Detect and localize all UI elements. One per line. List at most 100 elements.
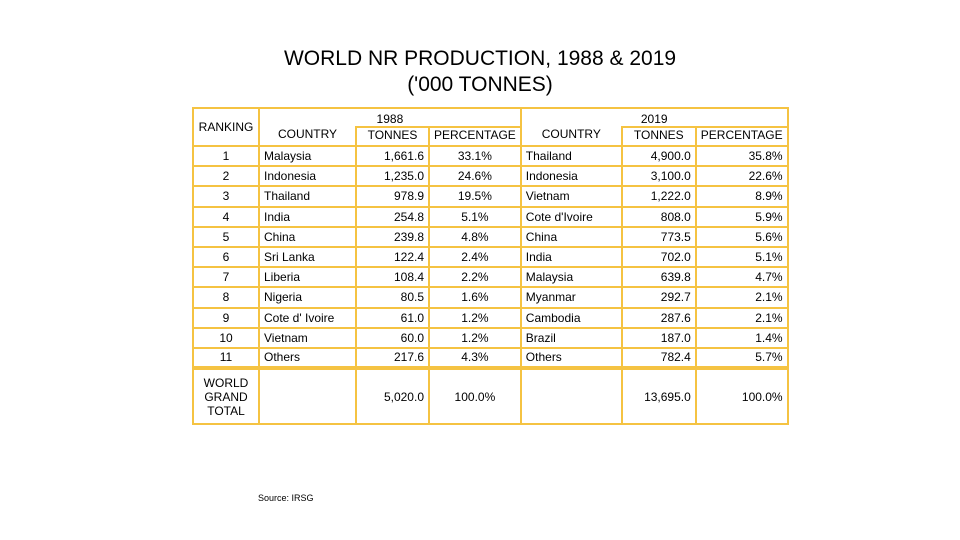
total-label-line-1: WORLD [203,375,249,390]
percentage-2019-cell: 8.9% [694,185,789,208]
rank-cell: 4 [192,205,260,228]
country-1988-cell: China [258,225,357,248]
table-row: 5 China 239.8 4.8% China 773.5 5.6% [192,225,789,248]
country-2019-header: COUNTRY [519,127,623,147]
percentage-1988-cell: 1.2% [428,326,522,349]
percentage-2019-cell: 2.1% [694,306,789,329]
percentage-2019-cell: 5.1% [694,245,789,269]
percentage-1988-cell: 2.4% [428,245,522,269]
header-row-columns: COUNTRY TONNES PERCENTAGE COUNTRY TONNES… [193,126,789,147]
percentage-2019-cell: 5.7% [694,346,789,371]
table-row: 1 Malaysia 1,661.6 33.1% Thailand 4,900.… [192,144,789,168]
percentage-2019-cell: 4.7% [694,266,789,289]
title-line-1: WORLD NR PRODUCTION, 1988 & 2019 [283,47,677,70]
tonnes-2019-cell: 292.7 [620,286,697,309]
country-2019-cell: Malaysia [519,266,623,289]
country-1988-cell: Sri Lanka [258,245,357,269]
tonnes-1988-header: TONNES [355,126,430,147]
country-1988-cell: Vietnam [258,326,357,349]
percentage-1988-cell: 4.3% [428,346,522,371]
country-2019-cell: Cote d'Ivoire [519,205,623,228]
percentage-2019-header: PERCENTAGE [694,126,789,147]
percentage-1988-cell: 4.8% [428,225,522,248]
percentage-2019-cell: 5.9% [694,205,789,228]
table-row: 11 Others 217.6 4.3% Others 782.4 5.7% [192,346,789,371]
percentage-2019-cell: 5.6% [694,225,789,248]
country-1988-cell: Liberia [258,266,357,289]
tonnes-2019-cell: 702.0 [620,245,697,269]
tonnes-1988-cell: 1,235.0 [355,165,430,188]
country-2019-cell: Others [519,346,623,371]
percentage-1988-cell: 24.6% [428,165,522,188]
table-row: 8 Nigeria 80.5 1.6% Myanmar 292.7 2.1% [192,286,789,309]
country-2019-cell: China [519,225,623,248]
rank-cell: 7 [192,266,260,289]
percentage-1988-cell: 5.1% [428,205,522,228]
country-2019-cell: Cambodia [519,306,623,329]
country-2019-cell: Myanmar [519,286,623,309]
slide-title: WORLD NR PRODUCTION, 1988 & 2019 ('000 T… [0,46,960,98]
tonnes-1988-cell: 217.6 [355,346,430,371]
tonnes-2019-cell: 808.0 [620,205,697,228]
tonnes-2019-cell: 773.5 [620,225,697,248]
country-1988-cell: Thailand [258,185,357,208]
table-row: 4 India 254.8 5.1% Cote d'Ivoire 808.0 5… [192,205,789,228]
rank-cell: 8 [192,286,260,309]
percentage-2019-cell: 35.8% [694,144,789,168]
rank-cell: 2 [192,165,260,188]
total-percentage-1988-cell: 100.0% [428,367,522,426]
tonnes-2019-cell: 3,100.0 [620,165,697,188]
tonnes-1988-cell: 254.8 [355,205,430,228]
tonnes-2019-cell: 782.4 [620,346,697,371]
percentage-2019-cell: 1.4% [694,326,789,349]
tonnes-1988-cell: 239.8 [355,225,430,248]
title-line-2: ('000 TONNES) [407,73,553,96]
rank-cell: 11 [192,346,260,371]
rank-cell: 5 [192,225,260,248]
ranking-header: RANKING [192,107,260,147]
table-row: 10 Vietnam 60.0 1.2% Brazil 187.0 1.4% [192,326,789,349]
total-tonnes-1988-cell: 5,020.0 [355,367,430,426]
tonnes-2019-cell: 1,222.0 [620,185,697,208]
percentage-1988-cell: 19.5% [428,185,522,208]
source-note: Source: IRSG [258,493,314,503]
total-label-line-3: TOTAL [207,403,245,418]
tonnes-1988-cell: 978.9 [355,185,430,208]
country-1988-cell: Others [258,346,357,371]
percentage-1988-cell: 1.6% [428,286,522,309]
tonnes-1988-cell: 108.4 [355,266,430,289]
tonnes-2019-cell: 287.6 [620,306,697,329]
rank-cell: 6 [192,245,260,269]
country-2019-cell: India [519,245,623,269]
year-2019-header: 2019 [519,107,789,127]
rank-cell: 10 [192,326,260,349]
country-2019-cell: Thailand [519,144,623,168]
header-row-years: RANKING 1988 2019 [192,107,789,147]
country-1988-cell: Cote d' Ivoire [258,306,357,329]
production-table: RANKING 1988 2019 COUNTRY TONNES PERCENT… [192,107,789,426]
tonnes-2019-cell: 187.0 [620,326,697,349]
total-country-1988-cell [258,367,357,426]
table-row: 2 Indonesia 1,235.0 24.6% Indonesia 3,10… [192,165,789,188]
tonnes-1988-cell: 1,661.6 [355,144,430,168]
tonnes-1988-cell: 60.0 [355,326,430,349]
country-2019-cell: Indonesia [519,165,623,188]
country-2019-cell: Vietnam [519,185,623,208]
year-1988-header: 1988 [258,107,522,127]
table-row: 9 Cote d' Ivoire 61.0 1.2% Cambodia 287.… [192,306,789,329]
country-1988-cell: India [258,205,357,228]
total-label-cell: WORLD GRAND TOTAL [192,367,260,426]
total-row: WORLD GRAND TOTAL 5,020.0 100.0% 13,695.… [192,367,789,426]
rank-cell: 3 [192,185,260,208]
percentage-2019-cell: 22.6% [694,165,789,188]
country-1988-cell: Nigeria [258,286,357,309]
country-1988-cell: Malaysia [258,144,357,168]
rank-cell: 9 [192,306,260,329]
tonnes-2019-header: TONNES [620,126,697,147]
percentage-1988-cell: 33.1% [428,144,522,168]
tonnes-1988-cell: 61.0 [355,306,430,329]
rank-cell: 1 [192,144,260,168]
total-percentage-2019-cell: 100.0% [694,367,789,426]
country-1988-cell: Indonesia [258,165,357,188]
tonnes-1988-cell: 80.5 [355,286,430,309]
